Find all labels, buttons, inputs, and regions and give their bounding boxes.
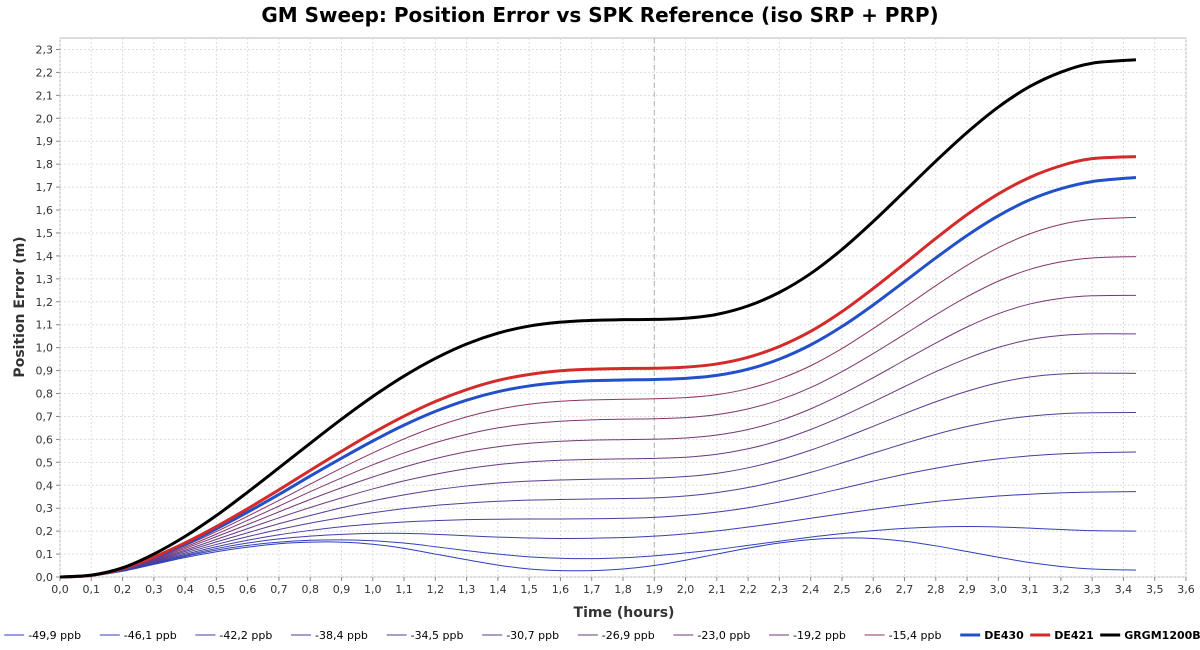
series-line-8 (59, 256, 1136, 578)
x-tick-label: 3,0 (990, 583, 1008, 596)
y-axis-label: Position Error (m) (12, 236, 28, 377)
y-tick-label: 2,2 (36, 66, 54, 79)
x-tick-label: 3,6 (1177, 583, 1195, 596)
legend-label: DE430 (984, 629, 1024, 642)
y-tick-label: 1,4 (36, 250, 54, 263)
y-tick-label: 0,9 (36, 365, 54, 378)
x-tick-label: 2,6 (864, 583, 882, 596)
x-tick-label: 0,6 (239, 583, 257, 596)
y-tick-label: 2,1 (36, 89, 54, 102)
series-line-6 (59, 333, 1136, 578)
x-tick-label: 1,6 (552, 583, 570, 596)
series-line-1 (59, 526, 1136, 578)
series-line-3 (59, 451, 1136, 578)
x-tick-label: 3,1 (1021, 583, 1039, 596)
y-tick-label: 2,3 (36, 43, 54, 56)
x-tick-label: 1,1 (395, 583, 413, 596)
x-tick-label: 2,9 (958, 583, 976, 596)
series-line-0 (59, 537, 1136, 578)
y-tick-label: 2,0 (36, 112, 54, 125)
legend-label: -19,2 ppb (793, 629, 846, 642)
x-tick-label: 2,2 (739, 583, 757, 596)
y-tick-label: 1,7 (36, 181, 54, 194)
legend-label: -15,4 ppb (889, 629, 942, 642)
x-tick-label: 2,3 (771, 583, 789, 596)
x-tick-label: 3,4 (1115, 583, 1133, 596)
series-line-9 (59, 216, 1136, 578)
x-tick-label: 0,2 (114, 583, 132, 596)
x-tick-label: 1,7 (583, 583, 601, 596)
x-tick-label: 1,9 (646, 583, 664, 596)
series-line-4 (59, 412, 1136, 578)
legend-label: -34,5 ppb (411, 629, 464, 642)
x-tick-label: 3,2 (1052, 583, 1070, 596)
x-tick-label: 2,1 (708, 583, 726, 596)
legend-label: -42,2 ppb (219, 629, 272, 642)
y-tick-label: 0,1 (36, 548, 54, 561)
x-tick-label: 0,5 (208, 583, 226, 596)
y-tick-label: 0,2 (36, 525, 54, 538)
series-line-5 (59, 372, 1136, 578)
x-tick-label: 1,3 (458, 583, 476, 596)
x-tick-label: 1,4 (489, 583, 507, 596)
x-tick-label: 2,5 (833, 583, 851, 596)
axes: 0,0 0,1 0,2 0,3 0,4 0,5 0,6 0,7 0,8 0,9 1,0 1,1 1,2 1… (36, 43, 1195, 596)
x-tick-label: 2,8 (927, 583, 945, 596)
legend-label: -49,9 ppb (28, 629, 81, 642)
y-tick-label: 1,9 (36, 135, 54, 148)
series-line-11 (59, 155, 1137, 579)
chart-title: GM Sweep: Position Error vs SPK Referenc… (261, 3, 938, 27)
x-tick-label: 0,3 (145, 583, 163, 596)
legend-label: DE421 (1054, 629, 1094, 642)
grid-lines (59, 38, 1187, 578)
x-tick-label: 3,5 (1146, 583, 1164, 596)
series-line-10 (59, 175, 1137, 579)
y-tick-label: 0,4 (36, 479, 54, 492)
x-tick-label: 0,1 (83, 583, 101, 596)
y-tick-label: 1,2 (36, 296, 54, 309)
legend-label: -38,4 ppb (315, 629, 368, 642)
x-tick-label: 2,7 (896, 583, 914, 596)
y-tick-label: 1,8 (36, 158, 54, 171)
legend-label: -26,9 ppb (602, 629, 655, 642)
y-tick-label: 1,1 (36, 319, 54, 332)
y-tick-label: 0,8 (36, 388, 54, 401)
x-tick-label: 1,8 (614, 583, 632, 596)
series-line-2 (59, 491, 1136, 578)
x-tick-label: 1,0 (364, 583, 382, 596)
y-tick-label: 0,7 (36, 410, 54, 423)
legend-label: -23,0 ppb (697, 629, 750, 642)
x-tick-label: 0,8 (301, 583, 319, 596)
series-line-12 (59, 58, 1137, 579)
series-group (59, 58, 1137, 579)
legend-label: GRGM1200B (1124, 629, 1200, 642)
y-tick-label: 1,3 (36, 273, 54, 286)
x-tick-label: 2,0 (677, 583, 695, 596)
legend-label: -30,7 ppb (506, 629, 559, 642)
y-tick-label: 0,6 (36, 433, 54, 446)
x-tick-label: 0,0 (51, 583, 69, 596)
y-tick-label: 1,5 (36, 227, 54, 240)
x-tick-label: 2,4 (802, 583, 820, 596)
x-tick-label: 0,7 (270, 583, 288, 596)
x-tick-label: 0,4 (176, 583, 194, 596)
x-tick-label: 3,3 (1083, 583, 1101, 596)
x-tick-label: 1,2 (427, 583, 445, 596)
series-line-7 (59, 294, 1136, 578)
legend-label: -46,1 ppb (124, 629, 177, 642)
y-tick-label: 1,0 (36, 342, 54, 355)
y-tick-label: 0,3 (36, 502, 54, 515)
y-tick-label: 0,0 (36, 571, 54, 584)
y-tick-label: 1,6 (36, 204, 54, 217)
x-axis-label: Time (hours) (574, 605, 675, 621)
x-tick-label: 0,9 (333, 583, 351, 596)
y-tick-label: 0,5 (36, 456, 54, 469)
legend: -49,9 ppb -46,1 ppb -42,2 ppb -38,4 ppb -34,… (4, 629, 1200, 642)
x-tick-label: 1,5 (520, 583, 538, 596)
